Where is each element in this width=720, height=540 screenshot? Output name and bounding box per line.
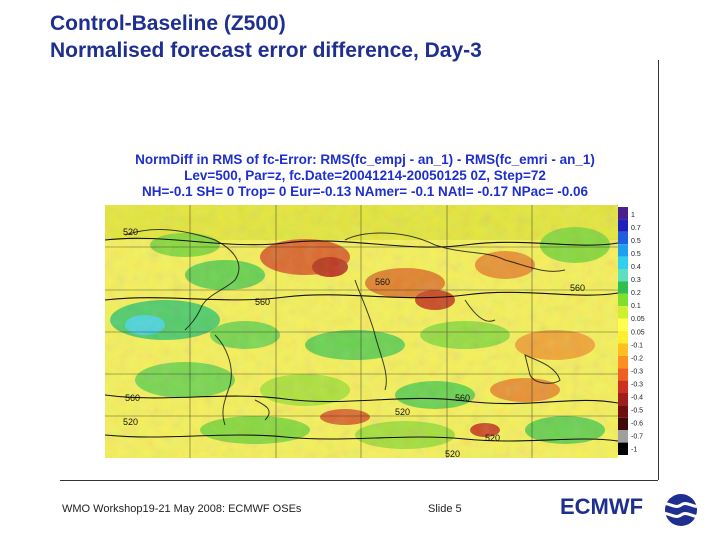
contour-label: 520 <box>485 433 500 443</box>
contour-label: 560 <box>570 283 585 293</box>
slide-title: Control-Baseline (Z500) Normalised forec… <box>50 10 482 64</box>
scale-label: 0.2 <box>631 290 641 297</box>
contour-label: 520 <box>123 227 138 237</box>
scale-swatch <box>618 207 628 220</box>
slide-title-line2: Normalised forecast error difference, Da… <box>50 39 482 62</box>
scale-label: -0.2 <box>631 355 643 362</box>
scale-swatch <box>618 231 628 245</box>
scale-swatch <box>618 306 628 319</box>
footer-slide-number: Slide 5 <box>428 503 462 515</box>
scale-swatch <box>618 380 628 393</box>
scale-swatch <box>618 417 628 431</box>
scale-swatch <box>618 256 628 269</box>
map-header-line2: Lev=500, Par=z, fc.Date=20041214-2005012… <box>184 168 546 183</box>
scale-swatch <box>618 293 628 307</box>
scale-label: 0.3 <box>631 277 641 284</box>
geopotential-contours <box>105 237 618 442</box>
scale-label: -0.3 <box>631 381 643 388</box>
scale-label: 0.5 <box>631 238 641 245</box>
map-header-line1: NormDiff in RMS of fc-Error: RMS(fc_empj… <box>135 152 595 167</box>
contour-label: 560 <box>375 277 390 287</box>
scale-label: 0.05 <box>631 329 645 336</box>
map-header: NormDiff in RMS of fc-Error: RMS(fc_empj… <box>100 152 630 200</box>
contour-label: 520 <box>123 417 138 427</box>
scale-swatch <box>618 343 628 356</box>
contour-label: 560 <box>255 297 270 307</box>
contour-label: 560 <box>125 393 140 403</box>
scale-swatch <box>618 269 628 282</box>
map-header-line3: NH=-0.1 SH= 0 Trop= 0 Eur=-0.13 NAmer= -… <box>141 184 589 199</box>
scale-label: 0.7 <box>631 225 641 232</box>
scale-swatch <box>618 405 628 418</box>
scale-swatch <box>618 219 628 232</box>
scale-label: -0.6 <box>631 421 643 428</box>
scale-swatch <box>618 318 628 331</box>
scale-label: -0.5 <box>631 408 643 415</box>
scale-label: 0.5 <box>631 251 641 258</box>
scale-swatch <box>618 244 628 257</box>
scale-swatch <box>618 355 628 369</box>
contour-label: 520 <box>445 449 460 458</box>
coastlines <box>124 229 566 426</box>
divider-vertical <box>658 60 659 480</box>
scale-swatch <box>618 430 628 443</box>
footer-workshop: WMO Workshop19-21 May 2008: ECMWF OSEs <box>62 503 302 515</box>
divider-horizontal <box>60 480 658 481</box>
scale-label: -0.7 <box>631 434 643 441</box>
scale-label: 0.1 <box>631 303 641 310</box>
scale-swatch <box>618 368 628 381</box>
scale-label: 1 <box>631 212 635 219</box>
ecmwf-logo-icon <box>658 494 704 526</box>
scale-swatch <box>618 442 628 455</box>
scale-swatch <box>618 393 628 406</box>
footer-brand: ECMWF <box>560 494 644 519</box>
slide-title-line1: Control-Baseline (Z500) <box>50 12 286 35</box>
colour-scale: 1 0.7 0.5 0.5 0.4 0.3 0.2 0.1 0.05 0.05 -0.1 -0.2 -0… <box>618 207 645 455</box>
scale-label: -0.3 <box>631 368 643 375</box>
scale-label: -1 <box>631 447 637 454</box>
scale-label: 0.05 <box>631 316 645 323</box>
scale-swatch <box>618 281 628 294</box>
scale-swatch <box>618 331 628 344</box>
contour-label: 520 <box>395 407 410 417</box>
world-map: 520 560 560 560 560 560 520 520 520 520 <box>105 205 618 458</box>
contour-label: 560 <box>455 393 470 403</box>
scale-label: -0.1 <box>631 342 643 349</box>
contour-labels: 520 560 560 560 560 560 520 520 520 520 <box>123 227 585 458</box>
scale-label: 0.4 <box>631 264 641 271</box>
scale-label: -0.4 <box>631 395 643 402</box>
